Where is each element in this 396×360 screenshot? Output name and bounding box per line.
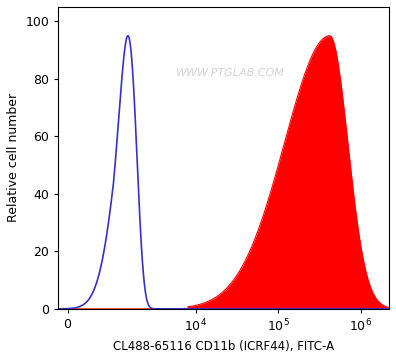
X-axis label: CL488-65116 CD11b (ICRF44), FITC-A: CL488-65116 CD11b (ICRF44), FITC-A bbox=[113, 340, 334, 353]
Text: WWW.PTGLAB.COM: WWW.PTGLAB.COM bbox=[176, 68, 285, 78]
Y-axis label: Relative cell number: Relative cell number bbox=[7, 93, 20, 222]
